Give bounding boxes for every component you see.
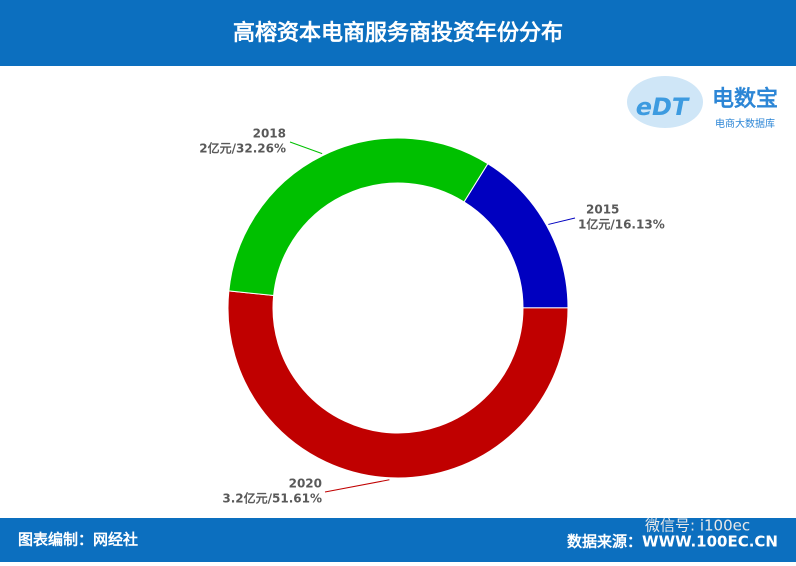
logo: eDT 电数宝 电商大数据库 bbox=[627, 76, 778, 130]
chart-title: 高榕资本电商服务商投资年份分布 bbox=[233, 20, 563, 46]
value-label: 3.2亿元/51.61% bbox=[222, 491, 322, 506]
leader-line bbox=[548, 217, 576, 225]
header-bar bbox=[0, 0, 796, 66]
logo-name: 电数宝 bbox=[712, 86, 778, 112]
footer-bar bbox=[0, 518, 796, 562]
logo-tagline: 电商大数据库 bbox=[715, 117, 775, 130]
logo-cloud bbox=[627, 76, 703, 128]
value-label: 1亿元/16.13% bbox=[578, 217, 665, 232]
leader-line bbox=[289, 141, 323, 155]
category-label: 2015 bbox=[586, 203, 619, 217]
footer-left: 图表编制：网经社 bbox=[18, 531, 138, 549]
donut-segment bbox=[227, 290, 569, 479]
footer-right: 数据来源：WWW.100EC.CN bbox=[567, 533, 778, 551]
donut-segment bbox=[228, 137, 489, 296]
footer-watermark: 微信号: i100ec bbox=[645, 517, 750, 535]
logo-mark: eDT bbox=[636, 93, 690, 121]
leader-line bbox=[324, 479, 390, 493]
value-label: 2亿元/32.26% bbox=[199, 141, 286, 156]
category-label: 2018 bbox=[253, 127, 286, 141]
category-label: 2020 bbox=[289, 477, 322, 491]
